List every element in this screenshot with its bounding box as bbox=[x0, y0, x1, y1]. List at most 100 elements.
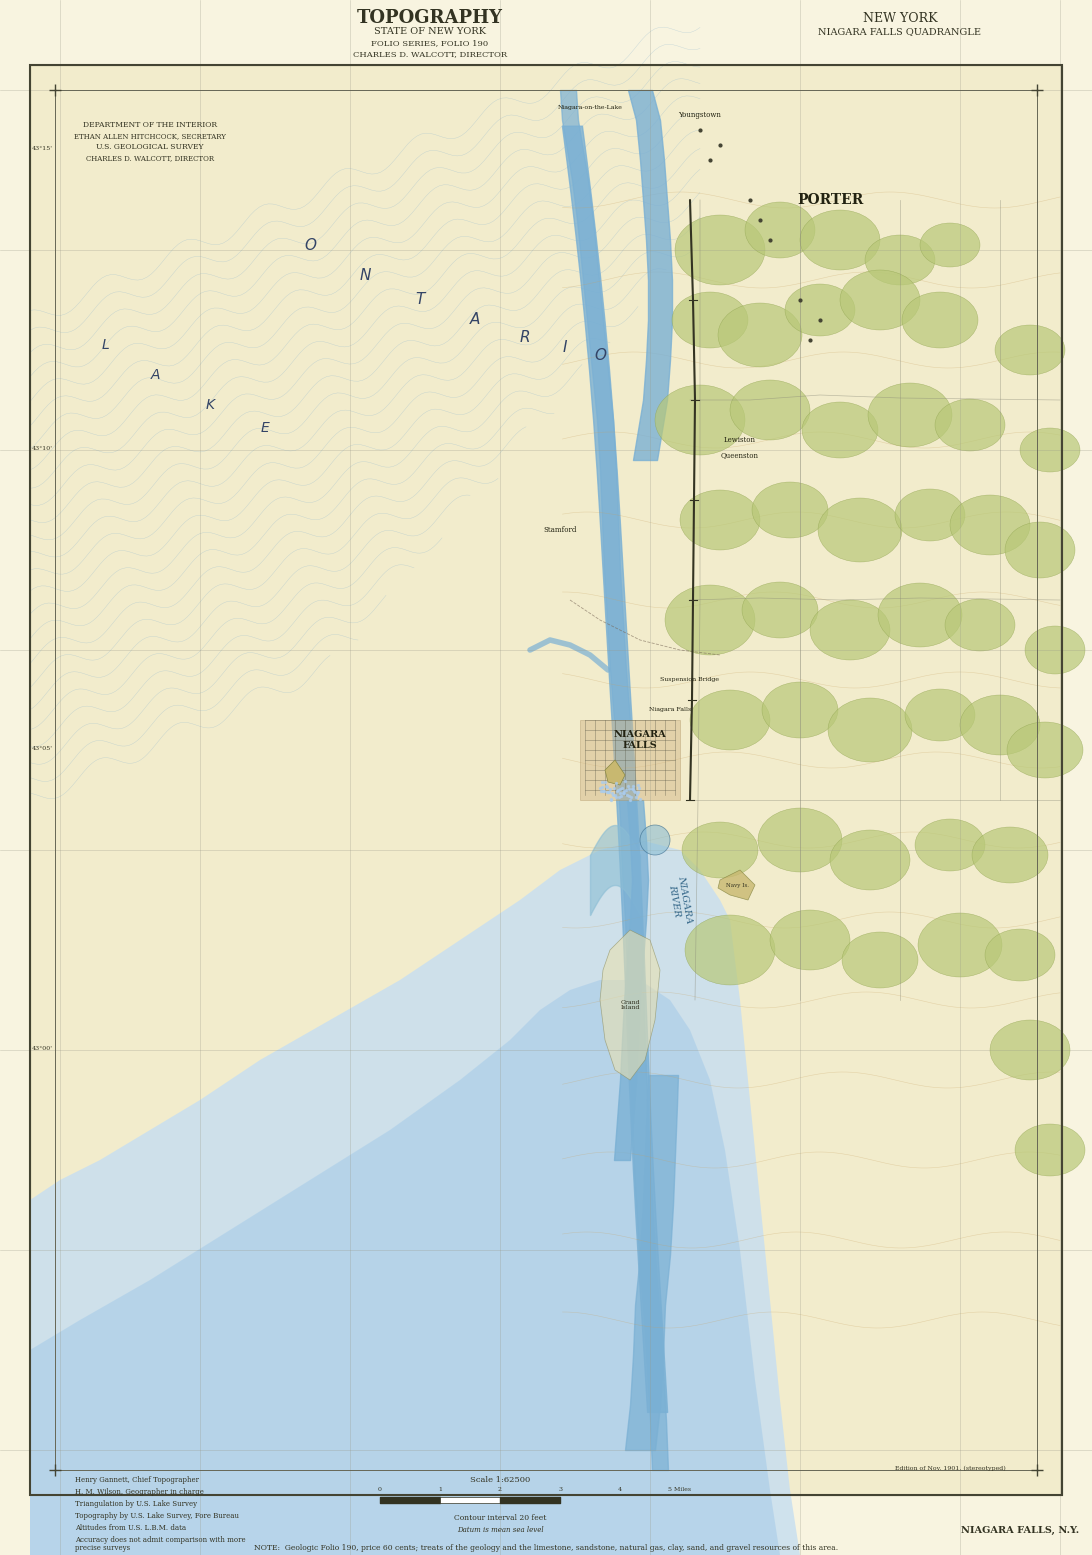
Text: STATE OF NEW YORK: STATE OF NEW YORK bbox=[373, 28, 486, 36]
Text: Niagara Falls: Niagara Falls bbox=[649, 708, 691, 712]
Ellipse shape bbox=[1005, 522, 1075, 578]
Point bbox=[613, 784, 630, 809]
Text: Grand
Island: Grand Island bbox=[620, 1000, 640, 1011]
Text: Triangulation by U.S. Lake Survey: Triangulation by U.S. Lake Survey bbox=[75, 1501, 198, 1508]
Text: NIAGARA FALLS QUADRANGLE: NIAGARA FALLS QUADRANGLE bbox=[819, 28, 982, 36]
Text: R: R bbox=[520, 331, 531, 345]
Point bbox=[603, 787, 620, 812]
Point bbox=[614, 781, 631, 805]
Point bbox=[619, 773, 637, 798]
Text: NIAGARA FALLS, N.Y.: NIAGARA FALLS, N.Y. bbox=[961, 1525, 1079, 1535]
Ellipse shape bbox=[675, 215, 765, 285]
Point bbox=[628, 781, 645, 805]
Text: Suspension Bridge: Suspension Bridge bbox=[661, 678, 720, 683]
Text: Scale 1:62500: Scale 1:62500 bbox=[470, 1476, 530, 1483]
Ellipse shape bbox=[685, 914, 775, 984]
Ellipse shape bbox=[770, 910, 850, 970]
Text: O: O bbox=[304, 238, 316, 252]
Point bbox=[597, 781, 615, 805]
Ellipse shape bbox=[842, 931, 918, 987]
Point bbox=[604, 781, 621, 805]
Point bbox=[596, 770, 614, 795]
Point bbox=[595, 779, 613, 804]
Ellipse shape bbox=[868, 383, 952, 446]
Ellipse shape bbox=[902, 292, 978, 348]
Polygon shape bbox=[719, 869, 755, 900]
Point bbox=[591, 774, 608, 799]
Ellipse shape bbox=[665, 585, 755, 655]
Point bbox=[615, 779, 632, 804]
Point bbox=[610, 781, 628, 805]
Text: 2: 2 bbox=[498, 1487, 502, 1491]
Text: T: T bbox=[415, 292, 425, 308]
Point bbox=[604, 782, 621, 807]
Point bbox=[592, 778, 609, 802]
Point bbox=[602, 787, 619, 812]
Ellipse shape bbox=[840, 271, 919, 330]
Ellipse shape bbox=[741, 582, 818, 638]
Polygon shape bbox=[600, 930, 660, 1081]
Point bbox=[627, 785, 644, 810]
Text: Accuracy does not admit comparison with more: Accuracy does not admit comparison with … bbox=[75, 1536, 246, 1544]
Text: Youngstown: Youngstown bbox=[678, 110, 722, 120]
Ellipse shape bbox=[828, 698, 912, 762]
Point bbox=[614, 776, 631, 801]
Ellipse shape bbox=[690, 690, 770, 750]
Ellipse shape bbox=[1014, 1124, 1085, 1176]
Ellipse shape bbox=[719, 303, 802, 367]
Text: L: L bbox=[102, 337, 109, 351]
Point bbox=[630, 773, 648, 798]
Text: CHARLES D. WALCOTT, DIRECTOR: CHARLES D. WALCOTT, DIRECTOR bbox=[353, 50, 507, 58]
Ellipse shape bbox=[802, 403, 878, 459]
Ellipse shape bbox=[745, 202, 815, 258]
Text: U.S. GEOLOGICAL SURVEY: U.S. GEOLOGICAL SURVEY bbox=[96, 143, 204, 151]
Ellipse shape bbox=[995, 325, 1065, 375]
Text: Navy Is.: Navy Is. bbox=[725, 883, 748, 888]
Ellipse shape bbox=[729, 379, 810, 440]
Point bbox=[630, 776, 648, 801]
Point bbox=[607, 770, 625, 795]
Text: A: A bbox=[151, 369, 159, 383]
Text: Stamford: Stamford bbox=[544, 526, 577, 533]
Point bbox=[617, 768, 634, 793]
Text: DEPARTMENT OF THE INTERIOR: DEPARTMENT OF THE INTERIOR bbox=[83, 121, 217, 129]
Polygon shape bbox=[29, 980, 780, 1555]
Text: NIAGARA
RIVER: NIAGARA RIVER bbox=[666, 874, 693, 925]
Text: Niagara-on-the-Lake: Niagara-on-the-Lake bbox=[558, 106, 622, 110]
Ellipse shape bbox=[895, 488, 965, 541]
Ellipse shape bbox=[972, 827, 1048, 883]
Text: 3: 3 bbox=[558, 1487, 562, 1491]
Ellipse shape bbox=[878, 583, 962, 647]
Point bbox=[624, 774, 641, 799]
Text: 4: 4 bbox=[618, 1487, 622, 1491]
Polygon shape bbox=[29, 840, 800, 1555]
Text: FOLIO SERIES, FOLIO 190: FOLIO SERIES, FOLIO 190 bbox=[371, 39, 488, 47]
Ellipse shape bbox=[752, 482, 828, 538]
Point bbox=[616, 781, 633, 805]
Text: NEW YORK: NEW YORK bbox=[863, 11, 937, 25]
Point bbox=[622, 784, 640, 809]
Text: Altitudes from U.S. L.B.M. data: Altitudes from U.S. L.B.M. data bbox=[75, 1524, 186, 1532]
Bar bbox=[55, 90, 1037, 1469]
Text: O: O bbox=[594, 347, 606, 362]
Point bbox=[610, 785, 628, 810]
Point bbox=[612, 778, 629, 802]
Point bbox=[609, 778, 627, 802]
Point bbox=[594, 779, 612, 804]
Point bbox=[618, 782, 636, 807]
Text: 0: 0 bbox=[378, 1487, 382, 1491]
Text: 43°15': 43°15' bbox=[32, 146, 54, 151]
Ellipse shape bbox=[935, 400, 1005, 451]
Ellipse shape bbox=[918, 913, 1002, 977]
Point bbox=[624, 776, 641, 801]
Text: Topography by U.S. Lake Survey, Fore Bureau: Topography by U.S. Lake Survey, Fore Bur… bbox=[75, 1511, 239, 1519]
Point bbox=[605, 776, 622, 801]
Point bbox=[601, 781, 618, 805]
Text: N: N bbox=[359, 267, 370, 283]
Point bbox=[608, 779, 626, 804]
Ellipse shape bbox=[682, 823, 758, 879]
Ellipse shape bbox=[905, 689, 975, 742]
Circle shape bbox=[640, 826, 670, 855]
Point bbox=[627, 779, 644, 804]
Ellipse shape bbox=[680, 490, 760, 550]
